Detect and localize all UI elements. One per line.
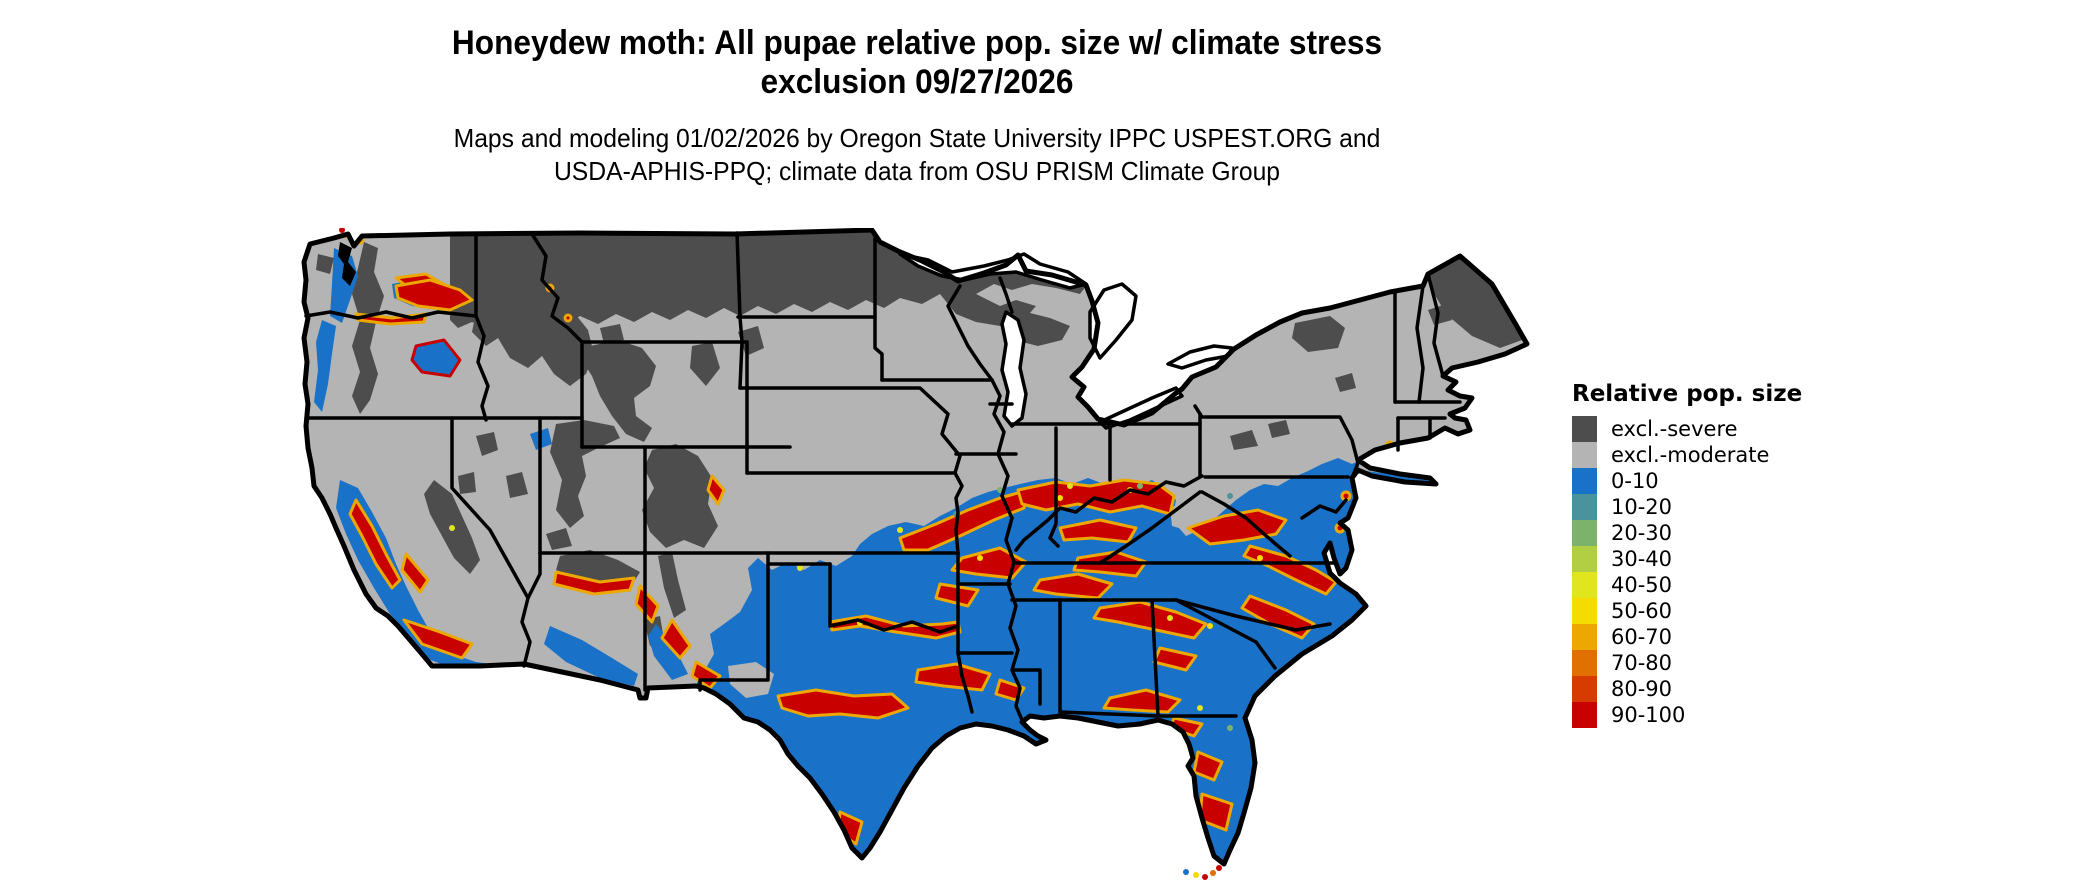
legend-item: 10-20 (1572, 494, 1802, 520)
legend-label: 20-30 (1611, 521, 1673, 545)
subtitle-line-2: USDA-APHIS-PPQ; climate data from OSU PR… (553, 156, 1281, 186)
legend-label: 70-80 (1611, 651, 1673, 675)
title-line-2: exclusion 09/27/2026 (760, 63, 1074, 101)
map-title: Honeydew moth: All pupae relative pop. s… (64, 24, 1770, 102)
title-line-1: Honeydew moth: All pupae relative pop. s… (451, 24, 1383, 62)
legend-label: excl.-severe (1611, 417, 1738, 441)
legend-swatch (1572, 572, 1597, 598)
legend-swatch (1572, 598, 1597, 624)
legend-swatch (1572, 468, 1597, 494)
legend-label: 90-100 (1611, 703, 1686, 727)
legend-swatch (1572, 494, 1597, 520)
legend-label: excl.-moderate (1611, 443, 1770, 467)
legend-label: 40-50 (1611, 573, 1673, 597)
map-subtitle: Maps and modeling 01/02/2026 by Oregon S… (46, 122, 1788, 188)
legend-swatch (1572, 676, 1597, 702)
legend-label: 30-40 (1611, 547, 1673, 571)
legend-item: 60-70 (1572, 624, 1802, 650)
legend-item: 50-60 (1572, 598, 1802, 624)
legend-swatch (1572, 546, 1597, 572)
legend-item: 20-30 (1572, 520, 1802, 546)
lake-michigan (1000, 310, 1028, 428)
puget-sound-water (338, 242, 356, 286)
us-conus-population-map (301, 228, 1530, 880)
legend-label: 50-60 (1611, 599, 1673, 623)
legend-items: excl.-severe excl.-moderate 0-10 10-20 20-30… (1572, 416, 1802, 728)
legend-swatch (1572, 520, 1597, 546)
legend-item: 40-50 (1572, 572, 1802, 598)
legend-item: 70-80 (1572, 650, 1802, 676)
florida-keys-specks (339, 228, 1222, 880)
legend-item: excl.-severe (1572, 416, 1802, 442)
state-borders (304, 231, 1462, 722)
legend-swatch (1572, 624, 1597, 650)
legend-label: 0-10 (1611, 469, 1659, 493)
legend-swatch (1572, 650, 1597, 676)
conus-outline (301, 228, 1530, 867)
legend-label: 60-70 (1611, 625, 1673, 649)
legend-swatch (1572, 416, 1597, 442)
legend-swatch (1572, 702, 1597, 728)
legend: Relative pop. size excl.-severe excl.-mod… (1572, 381, 1802, 728)
legend-item: 30-40 (1572, 546, 1802, 572)
legend-label: 80-90 (1611, 677, 1673, 701)
transition-specks (449, 441, 1403, 731)
legend-item: 90-100 (1572, 702, 1802, 728)
legend-swatch (1572, 442, 1597, 468)
legend-item: excl.-moderate (1572, 442, 1802, 468)
subtitle-line-1: Maps and modeling 01/02/2026 by Oregon S… (453, 123, 1381, 153)
legend-item: 80-90 (1572, 676, 1802, 702)
legend-label: 10-20 (1611, 495, 1673, 519)
legend-title: Relative pop. size (1572, 381, 1803, 407)
legend-item: 0-10 (1572, 468, 1802, 494)
